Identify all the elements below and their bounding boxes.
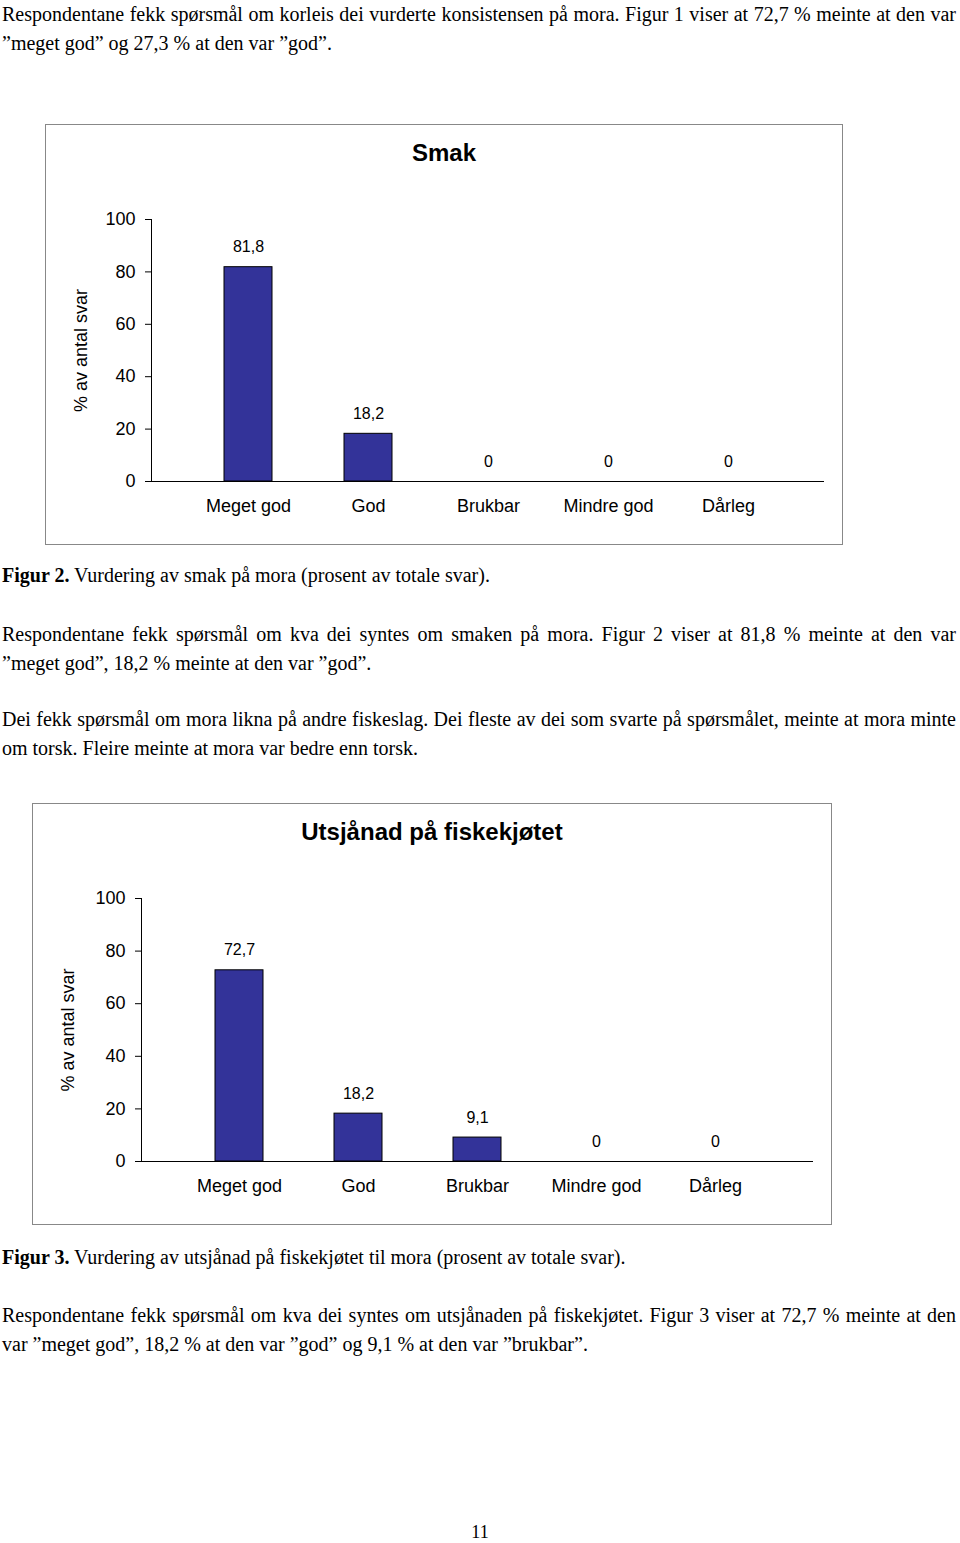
- svg-text:60: 60: [115, 314, 135, 334]
- svg-text:% av antal svar: % av antal svar: [58, 968, 78, 1091]
- svg-text:0: 0: [115, 1151, 125, 1171]
- svg-text:% av antal svar: % av antal svar: [71, 289, 91, 412]
- svg-text:0: 0: [604, 453, 613, 470]
- svg-text:9,1: 9,1: [466, 1109, 488, 1126]
- svg-text:God: God: [351, 496, 385, 516]
- html-text:Utsjånad på fiskekjøtet: Utsjånad på fiskekjøtet: [301, 818, 563, 845]
- html-text:Respondentane fekk spørsmål om: Respondentane fekk spørsmål om kva dei s…: [2, 1304, 956, 1355]
- svg-text:Brukbar: Brukbar: [457, 496, 520, 516]
- svg-text:Dårleg: Dårleg: [689, 1176, 742, 1196]
- html-text:11: 11: [471, 1522, 489, 1542]
- svg-text:100: 100: [105, 209, 135, 229]
- svg-text:80: 80: [115, 262, 135, 282]
- svg-text:60: 60: [105, 993, 125, 1013]
- svg-text:72,7: 72,7: [224, 941, 255, 958]
- svg-text:80: 80: [105, 941, 125, 961]
- svg-text:40: 40: [105, 1046, 125, 1066]
- svg-text:0: 0: [724, 453, 733, 470]
- html-text:Smak: Smak: [412, 139, 476, 166]
- svg-text:Brukbar: Brukbar: [446, 1176, 509, 1196]
- svg-text:20: 20: [115, 419, 135, 439]
- svg-text:0: 0: [592, 1133, 601, 1150]
- svg-text:Mindre god: Mindre god: [563, 496, 653, 516]
- svg-text:100: 100: [95, 888, 125, 908]
- html-text:Respondentane fekk spørsmål om: Respondentane fekk spørsmål om korleis d…: [2, 3, 956, 54]
- svg-text:Dårleg: Dårleg: [702, 496, 755, 516]
- html-text:Respondentane fekk spørsmål om: Respondentane fekk spørsmål om kva dei s…: [2, 623, 956, 674]
- svg-text:God: God: [341, 1176, 375, 1196]
- svg-text:0: 0: [484, 453, 493, 470]
- html-text:Figur 3. Vurdering av utsjånad: Figur 3. Vurdering av utsjånad på fiskek…: [2, 1246, 626, 1268]
- svg-text:0: 0: [711, 1133, 720, 1150]
- svg-text:Meget god: Meget god: [206, 496, 291, 516]
- svg-text:81,8: 81,8: [233, 238, 264, 255]
- svg-text:Meget god: Meget god: [197, 1176, 282, 1196]
- svg-text:Mindre god: Mindre god: [551, 1176, 641, 1196]
- svg-text:0: 0: [125, 471, 135, 491]
- svg-text:40: 40: [115, 366, 135, 386]
- svg-text:20: 20: [105, 1099, 125, 1119]
- html-text:Dei fekk spørsmål om mora likn: Dei fekk spørsmål om mora likna på andre…: [2, 708, 956, 759]
- html-text:Figur 2. Vurdering av smak på: Figur 2. Vurdering av smak på mora (pros…: [2, 564, 490, 586]
- svg-text:18,2: 18,2: [353, 405, 384, 422]
- svg-text:18,2: 18,2: [343, 1085, 374, 1102]
